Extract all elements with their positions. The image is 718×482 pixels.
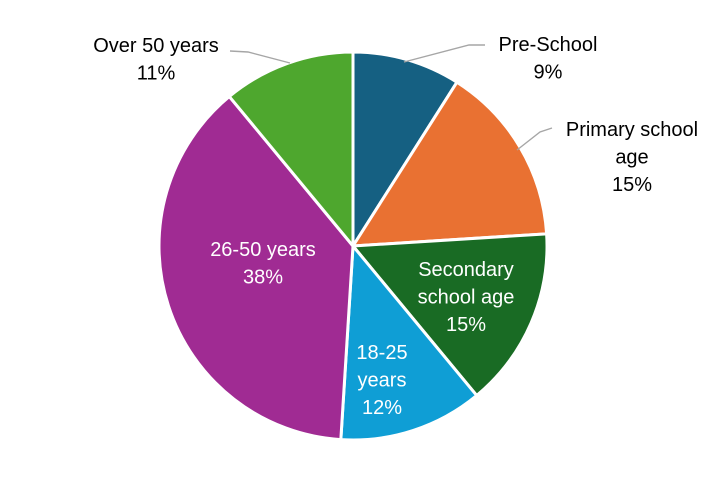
pie-slice-secondary-school-age [351, 232, 549, 397]
data-label-over-50-years: Over 50 years 11% [93, 35, 219, 85]
pie-slice-over-50-years [227, 50, 355, 248]
data-label-secondary-school-age: Secondary school age 15% [418, 259, 515, 336]
data-label-26-50-years: 26-50 years 38% [210, 239, 316, 289]
data-label-pre-school: Pre-School 9% [499, 34, 598, 84]
pie-slice-pre-school [351, 50, 459, 248]
data-label-primary-school-age: Primary school age 15% [566, 119, 698, 196]
pie-slice-26-50-years [157, 95, 355, 442]
leader-line-primary-school-age [516, 127, 553, 151]
pie-slice-18-25-years [339, 244, 479, 442]
data-label-18-25-years: 18-25 years 12% [356, 342, 407, 419]
leader-line-over-50-years [229, 50, 291, 64]
leader-line-pre-school [403, 44, 485, 63]
